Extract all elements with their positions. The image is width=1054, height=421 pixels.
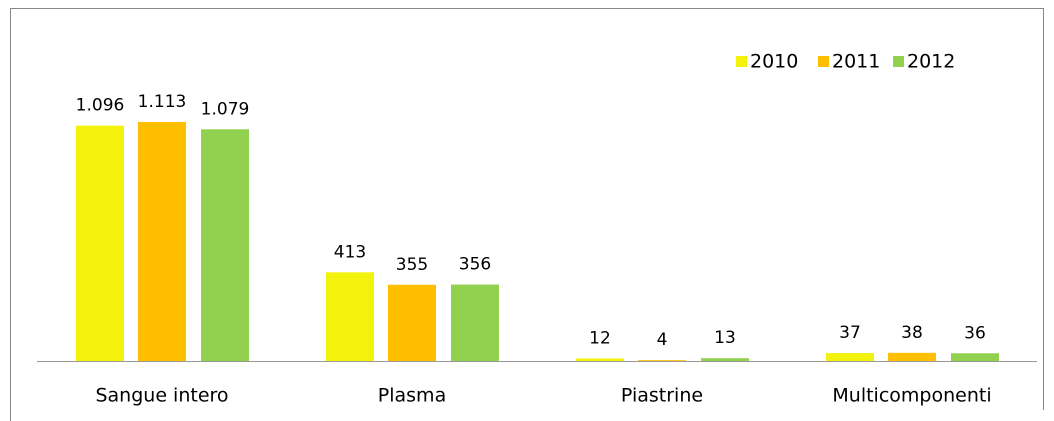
bar [326,272,374,361]
x-tick-label: Plasma [378,385,446,407]
x-tick-label: Piastrine [621,385,703,407]
legend-swatch [893,56,904,67]
bar [951,353,999,361]
legend-label: 2010 [750,51,798,73]
bar [451,284,499,361]
legend-swatch [736,56,747,67]
legend-swatch [818,56,829,67]
value-label: 12 [589,328,611,348]
value-label: 13 [714,328,736,348]
x-tick-label: Multicomponenti [832,385,991,407]
bar [201,129,249,361]
value-label: 356 [459,255,491,275]
bar [826,353,874,361]
value-label: 4 [657,330,668,350]
value-label: 413 [334,242,366,262]
x-tick-label: Sangue intero [95,385,228,407]
value-label: 37 [839,323,861,343]
bar [76,125,124,361]
bar [701,358,749,361]
value-label: 355 [396,255,428,275]
value-label: 1.096 [76,96,125,116]
bar [576,358,624,361]
bar [638,360,686,361]
value-label: 38 [901,323,923,343]
value-label: 1.113 [138,92,187,112]
legend-label: 2011 [832,51,880,73]
bar [138,122,186,361]
legend-label: 2012 [907,51,955,73]
bar [888,352,936,361]
value-label: 1.079 [201,99,250,119]
bar [388,284,436,361]
value-label: 36 [964,323,986,343]
